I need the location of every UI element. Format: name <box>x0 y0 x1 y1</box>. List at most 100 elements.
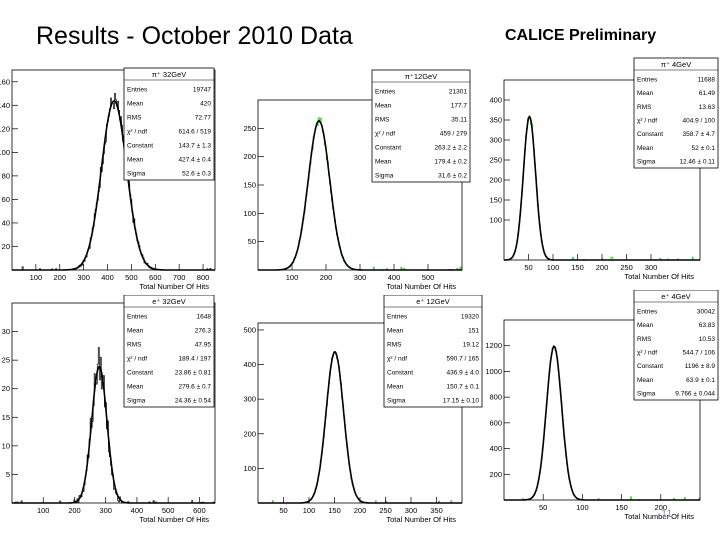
x-tick-label-250: 250 <box>620 263 633 272</box>
histogram-e-4gev: 50 100 150 200 200 400 600 800 1000 1200 Total Num… <box>485 290 719 521</box>
stat-value-mean: 279.6 ± 0.7 <box>179 384 212 391</box>
histogram-pi-12gev: 100 200 300 400 500 50 100 150 200 250 Total Numbe… <box>243 69 471 290</box>
stat-label-constant: Constant <box>637 363 663 370</box>
y-tick-label-100: 100 <box>0 148 10 157</box>
stat-label-entries: Entries <box>637 76 658 83</box>
x-axis-label: Total Number Of Hits <box>624 512 694 521</box>
stat-label-mean: Mean <box>127 157 144 164</box>
stat-label-constant: Constant <box>127 370 153 377</box>
stat-label-sigma: Sigma <box>637 391 656 398</box>
y-tick-label-10: 10 <box>2 441 10 450</box>
x-tick-label-250: 250 <box>379 506 392 515</box>
stat-value-sigma: 17.15 ± 0.10 <box>443 398 479 405</box>
stat-label-constant: Constant <box>375 145 401 152</box>
stat-value-ndf: 459 / 279 <box>440 131 467 138</box>
y-tick-label-160: 160 <box>0 77 10 86</box>
slide-title: Results - October 2010 Data <box>36 22 353 50</box>
x-tick-label-200: 200 <box>54 273 67 282</box>
y-tick-label-20: 20 <box>2 384 10 393</box>
stat-label-rms: RMS <box>637 104 652 111</box>
stat-value-constant: 263.2 ± 2.2 <box>435 145 468 152</box>
y-tick-label-300: 300 <box>243 395 256 404</box>
stats-box <box>383 295 483 408</box>
stat-value-entries: 11688 <box>697 76 715 83</box>
stat-label-constant: Constant <box>637 131 663 138</box>
y-tick-label-150: 150 <box>243 181 256 190</box>
y-tick-label-50: 50 <box>248 237 256 246</box>
stat-value-rms: 47.95 <box>195 342 212 349</box>
stat-label-entries: Entries <box>637 308 658 315</box>
y-tick-label-300: 300 <box>489 136 502 145</box>
y-tick-label-20: 20 <box>2 242 10 251</box>
stat-value-entries: 1648 <box>197 314 212 321</box>
x-tick-label-100: 100 <box>547 263 560 272</box>
y-tick-label-80: 80 <box>2 171 10 180</box>
stat-value-mean: 52 ± 0.1 <box>692 145 716 152</box>
stat-value-entries: 21301 <box>449 89 467 96</box>
stats-box-title: π⁺ 4GeV <box>661 60 691 69</box>
stat-value-ndf: 544.7 / 106 <box>682 350 715 357</box>
stat-label-constant: Constant <box>387 370 413 377</box>
stats-box <box>123 67 215 181</box>
y-tick-label-100: 100 <box>243 209 256 218</box>
x-tick-label-300: 300 <box>99 506 112 515</box>
y-tick-label-400: 400 <box>489 96 502 105</box>
y-tick-label-1200: 1200 <box>485 341 502 350</box>
stat-label-rms: RMS <box>387 342 402 349</box>
stat-value-ndf: 189.4 / 197 <box>178 356 211 363</box>
y-tick-label-350: 350 <box>489 116 502 125</box>
stat-label-mean: Mean <box>387 328 404 335</box>
stat-value-entries: 30042 <box>697 308 715 315</box>
y-tick-label-200: 200 <box>243 429 256 438</box>
plot-frame <box>11 302 216 504</box>
x-tick-label-150: 150 <box>328 506 341 515</box>
x-tick-label-50: 50 <box>279 506 287 515</box>
x-tick-label-200: 200 <box>320 273 333 282</box>
x-axis-label: Total Number Of Hits <box>139 282 209 290</box>
x-tick-label-150: 150 <box>571 263 584 272</box>
stat-value-mean: 150.7 ± 0.1 <box>447 384 480 391</box>
stats-box-title: e⁺ 12GeV <box>416 297 450 306</box>
stat-label-rms: RMS <box>127 115 142 122</box>
stat-value-rms: 10.53 <box>699 336 716 343</box>
stat-label-mean: Mean <box>127 328 144 335</box>
stat-value-mean: 63.9 ± 0.1 <box>686 377 715 384</box>
x-tick-label-100: 100 <box>286 273 299 282</box>
x-tick-label-300: 300 <box>405 506 418 515</box>
x-tick-label-300: 300 <box>645 263 658 272</box>
y-tick-label-250: 250 <box>243 124 256 133</box>
stat-value-mean: 61.49 <box>699 90 716 97</box>
y-tick-label-25: 25 <box>2 356 10 365</box>
stat-value-mean: 177.7 <box>451 103 468 110</box>
x-tick-label-500: 500 <box>162 506 175 515</box>
stat-label-sigma: Sigma <box>637 159 656 166</box>
stats-box-title: e⁺ 32GeV <box>152 297 186 306</box>
stat-label-constant: Constant <box>127 143 153 150</box>
y-tick-label-60: 60 <box>2 195 10 204</box>
x-tick-label-150: 150 <box>615 503 628 512</box>
x-tick-label-400: 400 <box>388 273 401 282</box>
stat-value-mean: 151 <box>468 328 479 335</box>
y-tick-label-150: 150 <box>489 196 502 205</box>
y-tick-label-500: 500 <box>243 325 256 334</box>
stat-label-ndf: χ² / ndf <box>127 129 147 136</box>
x-axis-label: Total Number Of Hits <box>624 272 694 281</box>
page-number: 11 <box>661 508 673 520</box>
stats-box <box>123 295 215 408</box>
x-tick-label-50: 50 <box>539 503 547 512</box>
stat-value-rms: 19.12 <box>463 342 480 349</box>
stat-value-entries: 19747 <box>193 87 211 94</box>
stat-value-entries: 19320 <box>461 314 479 321</box>
stat-value-ndf: 614.6 / 519 <box>178 129 211 136</box>
stat-value-mean: 63.83 <box>699 322 716 329</box>
stats-box-title: e⁺ 4GeV <box>661 292 690 301</box>
stat-value-sigma: 12.46 ± 0.11 <box>679 159 715 166</box>
y-tick-label-5: 5 <box>6 470 10 479</box>
stat-value-sigma: 9.766 ± 0.044 <box>675 391 715 398</box>
stat-label-rms: RMS <box>637 336 652 343</box>
x-tick-label-50: 50 <box>524 263 532 272</box>
stat-value-constant: 358.7 ± 4.7 <box>683 131 716 138</box>
stat-value-ndf: 590.7 / 165 <box>446 356 479 363</box>
stat-label-sigma: Sigma <box>127 398 146 405</box>
x-tick-label-200: 200 <box>68 506 81 515</box>
